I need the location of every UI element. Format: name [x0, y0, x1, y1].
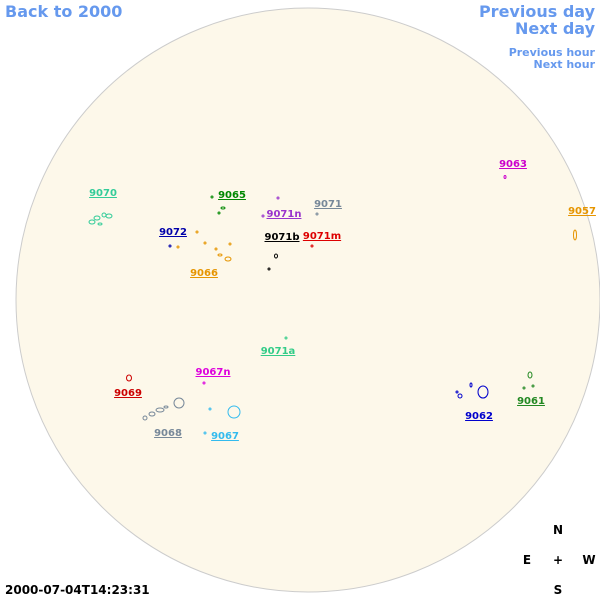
compass-north: N [553, 523, 563, 537]
sunspot [208, 407, 212, 411]
sunspot [210, 195, 214, 199]
region-label[interactable]: 9071 [314, 199, 342, 210]
region-label[interactable]: 9069 [114, 388, 142, 399]
sunspot [214, 247, 218, 251]
solar-disk [15, 7, 600, 593]
sunspot [93, 215, 101, 221]
sunspot [97, 222, 103, 226]
sunspot [267, 267, 271, 271]
sunspot [173, 397, 185, 409]
compass-center: + [553, 553, 563, 567]
region-label[interactable]: 9071n [267, 209, 302, 220]
region-label[interactable]: 9070 [89, 188, 117, 199]
sunspot [261, 214, 265, 218]
sunspot [522, 386, 526, 390]
region-label[interactable]: 9071a [261, 346, 296, 357]
sunspot [284, 336, 288, 340]
sunspot [477, 385, 489, 399]
sunspot [126, 374, 132, 382]
region-label[interactable]: 9057 [568, 206, 596, 217]
previous-day-link[interactable]: Previous day [479, 2, 596, 21]
sunspot [217, 211, 221, 215]
previous-hour-link[interactable]: Previous hour [509, 46, 596, 59]
sunspot [227, 405, 241, 419]
region-label[interactable]: 9061 [517, 396, 545, 407]
region-label[interactable]: 9067n [196, 367, 231, 378]
next-day-link[interactable]: Next day [515, 19, 596, 38]
region-label[interactable]: 9072 [159, 227, 187, 238]
region-label[interactable]: 9062 [465, 411, 493, 422]
sunspot [228, 242, 232, 246]
sunspot [105, 213, 113, 219]
region-label[interactable]: 9065 [218, 190, 246, 201]
sunspot [276, 196, 280, 200]
sunspot [503, 175, 507, 179]
region-label[interactable]: 9068 [154, 428, 182, 439]
timestamp: 2000-07-04T14:23:31 [5, 583, 150, 597]
sunspot [163, 405, 169, 409]
sunspot [88, 219, 96, 225]
sunspot [455, 390, 459, 394]
sunspot [315, 212, 319, 216]
sunspot [155, 407, 165, 413]
sunspot [469, 382, 473, 388]
sunspot [142, 415, 148, 421]
region-label[interactable]: 9067 [211, 431, 239, 442]
sunspot [203, 431, 207, 435]
sunspot [176, 245, 180, 249]
sunspot [217, 253, 223, 257]
back-link[interactable]: Back to 2000 [5, 2, 122, 21]
sunspot [168, 244, 172, 248]
region-label[interactable]: 9071m [303, 231, 341, 242]
region-label[interactable]: 9063 [499, 159, 527, 170]
sunspot [274, 253, 278, 259]
sunspot [310, 244, 314, 248]
compass-west: W [582, 553, 595, 567]
sunspot [573, 229, 577, 241]
compass-south: S [554, 583, 563, 597]
sunspot [148, 411, 156, 417]
sunspot [531, 384, 535, 388]
sunspot [527, 371, 533, 379]
sunspot [202, 381, 206, 385]
next-hour-link[interactable]: Next hour [534, 58, 596, 71]
sunspot [195, 230, 199, 234]
compass-east: E [523, 553, 531, 567]
sunspot [203, 241, 207, 245]
region-label[interactable]: 9071b [265, 232, 300, 243]
sunspot [224, 256, 232, 262]
sunspot [457, 393, 463, 399]
region-label[interactable]: 9066 [190, 268, 218, 279]
sunspot [220, 206, 226, 210]
